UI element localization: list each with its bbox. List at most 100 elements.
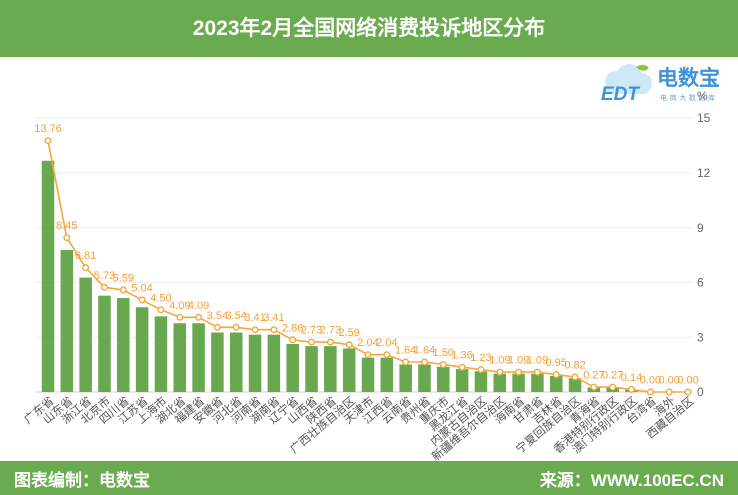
header-bar: 2023年2月全国网络消费投诉地区分布 xyxy=(0,0,738,57)
value-label-31: 0.27 xyxy=(602,370,623,382)
line-point-22 xyxy=(439,361,447,369)
line-point-12 xyxy=(251,326,259,334)
y-tick-label-3: 3 xyxy=(697,330,704,344)
bar-26 xyxy=(512,373,525,392)
value-label-2: 8.45 xyxy=(56,220,77,232)
y-tick-label-6: 6 xyxy=(697,276,704,290)
bar-2 xyxy=(60,249,74,392)
bar-11 xyxy=(229,332,243,392)
bar-4 xyxy=(98,295,111,392)
y-tick-label-9: 9 xyxy=(697,221,704,235)
line-point-17 xyxy=(345,341,353,349)
bar-24 xyxy=(474,371,488,392)
value-label-13: 3.41 xyxy=(263,312,284,324)
bar-16 xyxy=(324,346,337,392)
line-point-35 xyxy=(684,388,692,396)
line-point-21 xyxy=(421,358,429,366)
line-point-26 xyxy=(515,368,523,376)
line-point-5 xyxy=(119,286,127,294)
value-label-7: 4.50 xyxy=(150,292,171,304)
y-tick-label-0: 0 xyxy=(697,385,704,399)
bar-5 xyxy=(117,298,130,392)
logo-mark-text: EDT xyxy=(601,84,640,104)
bar-18 xyxy=(361,357,375,392)
value-label-30: 0.27 xyxy=(583,370,604,382)
bar-21 xyxy=(418,364,431,392)
bar-23 xyxy=(455,369,469,392)
y-tick-label-15: 15 xyxy=(697,111,711,125)
bar-19 xyxy=(380,357,394,392)
value-label-33: 0.00 xyxy=(640,375,661,387)
value-label-14: 2.86 xyxy=(282,322,303,334)
line-point-29 xyxy=(571,373,579,381)
value-label-35: 0.00 xyxy=(677,375,698,387)
bar-10 xyxy=(211,332,224,392)
line-markers xyxy=(44,137,692,396)
value-label-11: 3.54 xyxy=(225,310,246,322)
line-point-23 xyxy=(458,363,466,371)
line-point-15 xyxy=(308,338,316,346)
line-point-13 xyxy=(270,326,278,334)
value-label-34: 0.00 xyxy=(658,375,679,387)
line-point-34 xyxy=(665,388,673,396)
footer-bar: 图表编制：电数宝 来源：WWW.100EC.CN xyxy=(0,461,738,495)
line-point-28 xyxy=(552,371,560,379)
y-axis-unit: % xyxy=(697,89,708,103)
value-label-29: 0.82 xyxy=(564,360,585,372)
line-point-25 xyxy=(496,368,504,376)
chart-title: 2023年2月全国网络消费投诉地区分布 xyxy=(192,17,546,40)
line-point-7 xyxy=(157,306,165,314)
value-label-32: 0.14 xyxy=(621,372,642,384)
bar-9 xyxy=(192,323,205,392)
line-point-20 xyxy=(402,358,410,366)
bar-27 xyxy=(531,373,544,392)
line-point-16 xyxy=(326,338,334,346)
bar-29 xyxy=(568,378,582,392)
value-label-4: 5.73 xyxy=(94,270,115,282)
bar-13 xyxy=(267,334,281,392)
value-label-20: 1.64 xyxy=(395,345,416,357)
value-label-24: 1.23 xyxy=(470,352,491,364)
line-point-1 xyxy=(44,137,52,145)
line-point-24 xyxy=(477,366,485,374)
line-point-6 xyxy=(138,296,146,304)
line-point-18 xyxy=(364,351,372,359)
bar-6 xyxy=(135,307,149,392)
value-label-21: 1.64 xyxy=(414,345,435,357)
value-label-22: 1.50 xyxy=(433,347,454,359)
value-label-27: 1.09 xyxy=(527,355,548,367)
line-point-33 xyxy=(646,388,654,396)
value-label-1: 13.76 xyxy=(34,123,62,135)
line-point-9 xyxy=(195,313,203,321)
value-label-16: 2.73 xyxy=(320,325,341,337)
bar-series xyxy=(41,160,638,392)
line-point-30 xyxy=(590,383,598,391)
value-label-10: 3.54 xyxy=(207,310,228,322)
y-tick-label-12: 12 xyxy=(697,166,711,180)
bar-17 xyxy=(342,348,356,392)
leaf-icon xyxy=(636,64,649,71)
value-label-15: 2.73 xyxy=(301,325,322,337)
line-point-32 xyxy=(628,385,636,393)
gridlines xyxy=(36,117,692,393)
value-label-5: 5.59 xyxy=(113,272,134,284)
logo: EDT 电数宝 电商大数据库 xyxy=(596,60,726,106)
chart-source: 来源：WWW.100EC.CN xyxy=(539,470,724,490)
line-point-31 xyxy=(609,383,617,391)
bar-1 xyxy=(41,160,55,392)
logo-cloud-icon: EDT xyxy=(601,64,652,104)
logo-name: 电数宝 xyxy=(657,66,720,90)
bar-3 xyxy=(79,277,92,392)
value-label-23: 1.36 xyxy=(451,350,472,362)
value-label-26: 1.09 xyxy=(508,355,529,367)
line-point-11 xyxy=(232,323,240,331)
bar-15 xyxy=(305,346,318,392)
bar-22 xyxy=(437,366,450,392)
line-point-19 xyxy=(383,351,391,359)
y-axis-labels: 0 3 6 9 12 15 xyxy=(697,111,711,399)
line-point-3 xyxy=(82,264,90,272)
value-label-17: 2.59 xyxy=(338,327,359,339)
value-label-3: 6.81 xyxy=(75,250,96,262)
value-labels: 13.768.456.815.735.595.044.504.094.093.5… xyxy=(34,123,698,386)
